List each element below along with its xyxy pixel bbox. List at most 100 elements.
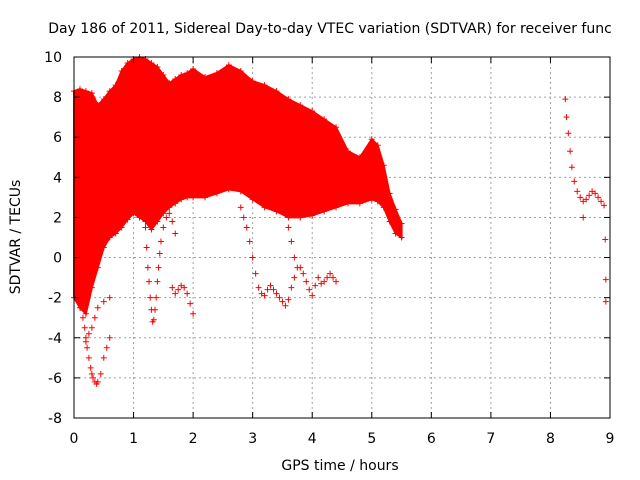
data-point bbox=[291, 254, 298, 261]
data-point bbox=[82, 310, 89, 317]
data-point bbox=[330, 274, 337, 281]
data-point bbox=[273, 208, 280, 215]
data-point bbox=[94, 304, 101, 311]
data-point bbox=[602, 298, 609, 305]
data-point bbox=[602, 236, 609, 243]
data-point bbox=[309, 292, 316, 299]
data-point bbox=[282, 302, 289, 309]
data-point bbox=[344, 200, 351, 207]
data-point bbox=[90, 374, 97, 381]
data-point bbox=[243, 224, 250, 231]
data-point bbox=[160, 72, 167, 79]
y-tick-label: 6 bbox=[53, 130, 62, 146]
data-point bbox=[291, 274, 298, 281]
data-point bbox=[181, 284, 188, 291]
data-point bbox=[166, 204, 173, 211]
data-point bbox=[166, 210, 173, 217]
x-tick-label: 1 bbox=[129, 431, 138, 447]
data-point bbox=[273, 290, 280, 297]
data-point bbox=[112, 230, 119, 237]
data-point bbox=[169, 284, 176, 291]
data-point bbox=[213, 70, 220, 77]
data-point bbox=[106, 234, 113, 241]
data-point bbox=[130, 210, 137, 217]
data-point bbox=[312, 282, 319, 289]
y-tick-label: -6 bbox=[48, 371, 62, 387]
data-point bbox=[333, 124, 340, 131]
data-point bbox=[306, 286, 313, 293]
data-point bbox=[106, 294, 113, 301]
data-point bbox=[88, 324, 95, 331]
data-point bbox=[172, 290, 179, 297]
data-point bbox=[106, 334, 113, 341]
data-point bbox=[172, 230, 179, 237]
data-point bbox=[602, 276, 609, 283]
data-point bbox=[270, 286, 277, 293]
data-point bbox=[202, 74, 209, 81]
data-point bbox=[574, 188, 581, 195]
data-point bbox=[309, 212, 316, 219]
data-point bbox=[136, 214, 143, 221]
data-point bbox=[124, 216, 131, 223]
data-point bbox=[580, 214, 587, 221]
data-point bbox=[563, 114, 570, 121]
data-point bbox=[309, 108, 316, 115]
tick-marks bbox=[73, 56, 611, 419]
data-point bbox=[321, 208, 328, 215]
data-point bbox=[124, 60, 131, 67]
data-point bbox=[392, 230, 399, 237]
data-point bbox=[112, 82, 119, 89]
data-point bbox=[94, 102, 101, 109]
data-point bbox=[87, 364, 94, 371]
data-point bbox=[103, 344, 110, 351]
data-point bbox=[118, 224, 125, 231]
data-point bbox=[261, 204, 268, 211]
data-point bbox=[321, 116, 328, 123]
y-tick-label: 2 bbox=[53, 210, 62, 226]
data-point bbox=[285, 96, 292, 103]
data-point bbox=[264, 286, 271, 293]
data-point bbox=[190, 66, 197, 73]
data-point bbox=[169, 218, 176, 225]
data-point bbox=[285, 224, 292, 231]
data-point bbox=[94, 264, 101, 271]
data-point bbox=[75, 284, 82, 291]
data-point bbox=[94, 378, 101, 385]
data-point bbox=[156, 250, 163, 257]
data-point bbox=[175, 286, 182, 293]
data-point bbox=[155, 264, 162, 271]
data-point bbox=[160, 224, 167, 231]
data-point bbox=[147, 294, 154, 301]
data-point bbox=[187, 300, 194, 307]
x-tick-label: 5 bbox=[367, 431, 376, 447]
data-point bbox=[562, 96, 569, 103]
data-point bbox=[246, 238, 253, 245]
data-point bbox=[146, 278, 153, 285]
data-point bbox=[386, 218, 393, 225]
chart-title: Day 186 of 2011, Sidereal Day-to-day VTE… bbox=[48, 21, 612, 37]
data-point bbox=[374, 198, 381, 205]
data-point bbox=[327, 270, 334, 277]
data-point bbox=[184, 290, 191, 297]
data-point bbox=[321, 278, 328, 285]
data-point bbox=[240, 214, 247, 221]
data-point bbox=[300, 270, 307, 277]
data-point bbox=[178, 196, 185, 203]
data-point bbox=[586, 192, 593, 199]
data-point bbox=[97, 370, 104, 377]
data-point bbox=[285, 296, 292, 303]
data-point bbox=[386, 190, 393, 197]
data-point bbox=[76, 86, 83, 93]
data-point bbox=[106, 88, 113, 95]
data-point bbox=[297, 214, 304, 221]
data-point bbox=[153, 294, 160, 301]
data-point bbox=[380, 162, 387, 169]
data-point bbox=[368, 136, 375, 143]
data-point bbox=[154, 278, 161, 285]
data-point bbox=[160, 210, 167, 217]
data-point bbox=[571, 178, 578, 185]
data-point bbox=[368, 196, 375, 203]
data-point bbox=[276, 294, 283, 301]
data-point bbox=[344, 148, 351, 155]
